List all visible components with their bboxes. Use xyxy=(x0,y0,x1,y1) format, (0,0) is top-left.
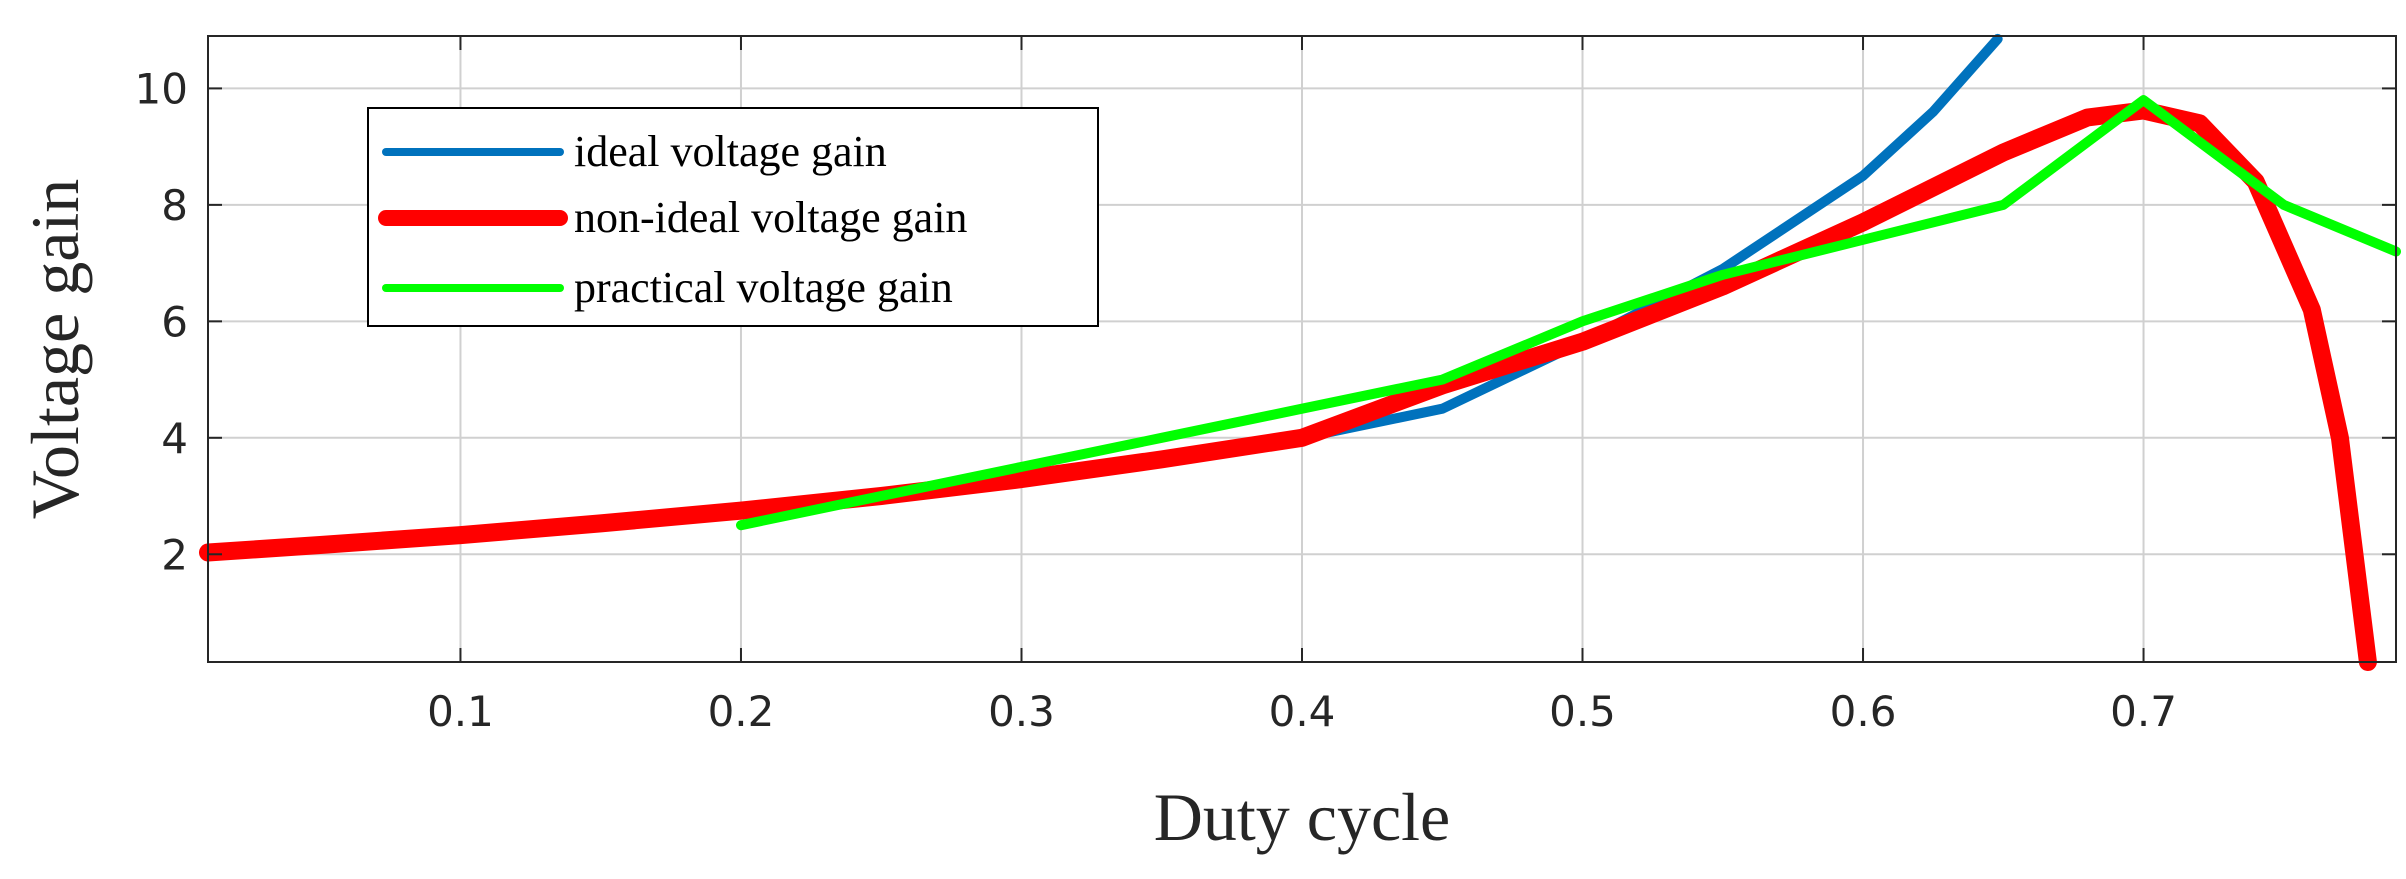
series-line-non-ideal xyxy=(199,101,2377,671)
legend-label-non-ideal: non-ideal voltage gain xyxy=(574,193,967,242)
y-axis-label: Voltage gain xyxy=(17,179,93,520)
x-tick-label: 0.2 xyxy=(708,687,775,736)
x-tick-label: 0.3 xyxy=(988,687,1055,736)
tick-marks xyxy=(208,36,2396,662)
legend: ideal voltage gain non-ideal voltage gai… xyxy=(367,107,1099,327)
tick-labels: 0.1 0.2 0.3 0.4 0.5 0.6 0.7 2 4 6 8 10 xyxy=(135,64,2177,736)
series-lines xyxy=(199,33,2401,671)
x-tick-label: 0.6 xyxy=(1830,687,1897,736)
x-tick-label: 0.5 xyxy=(1549,687,1616,736)
y-tick-label: 2 xyxy=(161,530,188,579)
x-tick-label: 0.7 xyxy=(2110,687,2177,736)
y-tick-label: 8 xyxy=(161,181,188,230)
x-tick-label: 0.1 xyxy=(427,687,494,736)
y-tick-label: 4 xyxy=(161,414,188,463)
x-axis-label: Duty cycle xyxy=(1154,779,1450,855)
y-tick-label: 10 xyxy=(135,64,188,113)
series-line-practical xyxy=(736,95,2401,531)
legend-label-practical: practical voltage gain xyxy=(574,263,953,312)
x-tick-label: 0.4 xyxy=(1269,687,1336,736)
legend-label-ideal: ideal voltage gain xyxy=(574,127,887,176)
y-tick-label: 6 xyxy=(161,297,188,346)
